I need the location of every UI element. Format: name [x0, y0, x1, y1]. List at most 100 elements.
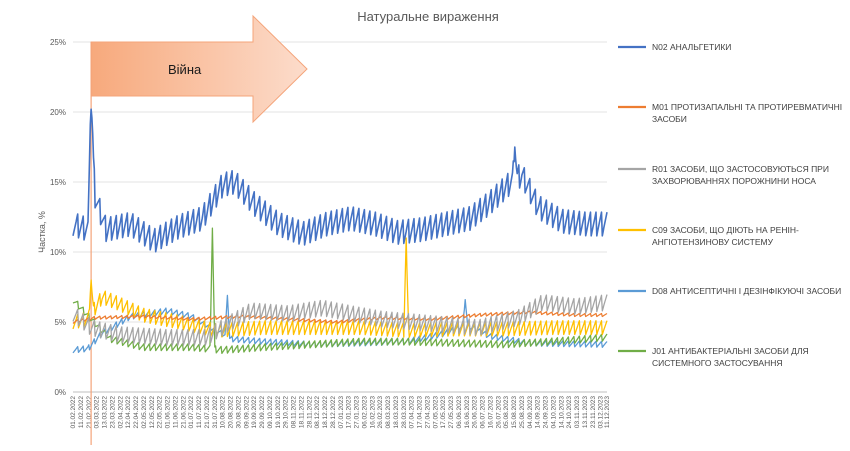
x-tick-label: 21.06.2022 [180, 396, 187, 429]
x-tick-label: 12.05.2022 [149, 396, 156, 429]
x-tick-label: 11.02.2022 [78, 396, 85, 428]
x-tick-label: 02.05.2022 [141, 396, 148, 429]
chart-title: Натуральне вираження [357, 9, 499, 24]
x-tick-label: 18.11.2022 [298, 396, 305, 428]
war-label: Війна [168, 62, 202, 77]
x-tick-label: 29.09.2022 [259, 396, 266, 429]
series-line-5 [72, 227, 608, 355]
x-tick-label: 16.07.2023 [487, 396, 494, 429]
x-tick-label: 26.02.2023 [377, 396, 384, 429]
x-tick-label: 01.02.2022 [70, 396, 77, 429]
x-tick-label: 25.08.2023 [519, 396, 526, 429]
legend-item: J01 АНТИБАКТЕРІАЛЬНІ ЗАСОБИ ДЛЯ СИСТЕМНОГ… [618, 346, 809, 368]
legend-item: R01 ЗАСОБИ, ЩО ЗАСТОСОВУЮТЬСЯ ПРИ ЗАХВОРЮ… [618, 164, 829, 186]
x-tick-label: 21.02.2022 [86, 396, 93, 429]
x-axis: 01.02.2022 11.02.2022 21.02.2022 03.03.2022… [70, 396, 611, 429]
war-arrow [90, 14, 308, 124]
legend: N02 АНАЛЬГЕТИКИ M01 ПРОТИЗАПАЛЬНІ ТА ПРОТ… [618, 42, 842, 368]
x-tick-label: 03.11.2023 [574, 396, 581, 428]
legend-item: N02 АНАЛЬГЕТИКИ [618, 42, 731, 52]
x-tick-label: 23.03.2022 [109, 396, 116, 429]
x-tick-label: 09.10.2022 [267, 396, 274, 429]
series-lines [72, 108, 608, 355]
x-tick-label: 28.11.2022 [306, 396, 313, 428]
x-tick-label: 06.06.2023 [456, 396, 463, 429]
legend-item: C09 ЗАСОБИ, ЩО ДІЮТЬ НА РЕНІН-АНГІОТЕНЗИ… [618, 225, 799, 247]
legend-label: N02 АНАЛЬГЕТИКИ [652, 42, 731, 52]
x-tick-label: 16.02.2023 [369, 396, 376, 429]
x-tick-label: 18.12.2022 [322, 396, 329, 429]
legend-item: M01 ПРОТИЗАПАЛЬНІ ТА ПРОТИРЕВМАТИЧНІ ЗАСО… [618, 102, 842, 124]
x-tick-label: 30.08.2022 [235, 396, 242, 429]
legend-label: C09 ЗАСОБИ, ЩО ДІЮТЬ НА РЕНІН-АНГІОТЕНЗИ… [652, 225, 799, 247]
x-tick-label: 29.10.2022 [283, 396, 290, 429]
x-tick-label: 17.01.2023 [346, 396, 353, 429]
x-tick-label: 14.10.2023 [558, 396, 565, 429]
x-tick-label: 08.11.2022 [291, 396, 298, 428]
y-tick-label: 10% [50, 248, 66, 257]
legend-label: J01 АНТИБАКТЕРІАЛЬНІ ЗАСОБИ ДЛЯ СИСТЕМНОГ… [652, 346, 809, 368]
x-tick-label: 03.03.2022 [94, 396, 101, 429]
x-tick-label: 21.07.2022 [204, 396, 211, 429]
legend-item: D08 АНТИСЕПТИЧНІ І ДЕЗІНФІКУЮЧІ ЗАСОБИ [618, 286, 841, 296]
x-tick-label: 04.09.2023 [527, 396, 534, 429]
x-tick-label: 27.05.2023 [448, 396, 455, 429]
x-tick-label: 01.06.2022 [165, 396, 172, 429]
series-line-2 [72, 294, 608, 346]
x-tick-label: 28.03.2023 [401, 396, 408, 429]
y-axis-label: Частка, % [37, 211, 47, 253]
x-tick-label: 26.06.2023 [472, 396, 479, 429]
x-tick-label: 28.12.2022 [330, 396, 337, 429]
x-tick-label: 18.03.2023 [393, 396, 400, 429]
x-tick-label: 16.06.2023 [464, 396, 471, 429]
x-tick-label: 14.09.2023 [535, 396, 542, 429]
x-tick-label: 07.04.2023 [409, 396, 416, 429]
x-tick-label: 15.08.2023 [511, 396, 518, 429]
x-tick-label: 10.08.2022 [220, 396, 227, 429]
x-tick-label: 31.07.2022 [212, 396, 219, 429]
y-tick-label: 15% [50, 178, 66, 187]
x-tick-label: 19.09.2022 [251, 396, 258, 429]
x-tick-label: 11.06.2022 [172, 396, 179, 428]
y-tick-label: 25% [50, 38, 66, 47]
x-tick-label: 26.07.2023 [495, 396, 502, 429]
x-tick-label: 11.12.2023 [604, 396, 611, 428]
x-tick-label: 24.09.2023 [543, 396, 550, 429]
x-tick-label: 13.03.2022 [102, 396, 109, 429]
x-tick-label: 27.04.2023 [424, 396, 431, 429]
x-tick-label: 09.09.2022 [243, 396, 250, 429]
x-tick-label: 08.03.2023 [385, 396, 392, 429]
x-tick-label: 02.04.2022 [117, 396, 124, 429]
x-tick-label: 19.10.2022 [275, 396, 282, 429]
x-tick-label: 04.10.2023 [550, 396, 557, 429]
x-tick-label: 06.07.2023 [480, 396, 487, 429]
x-tick-label: 12.04.2022 [125, 396, 132, 429]
y-tick-label: 5% [54, 318, 66, 327]
x-tick-label: 17.05.2023 [440, 396, 447, 429]
y-tick-label: 20% [50, 108, 66, 117]
x-tick-label: 11.07.2022 [196, 396, 203, 428]
x-tick-label: 17.04.2023 [417, 396, 424, 429]
series-line-0 [72, 108, 608, 253]
x-tick-label: 07.01.2023 [338, 396, 345, 429]
legend-label: R01 ЗАСОБИ, ЩО ЗАСТОСОВУЮТЬСЯ ПРИ ЗАХВОРЮ… [652, 164, 829, 186]
x-tick-label: 03.12.2023 [598, 396, 605, 429]
x-tick-label: 20.08.2022 [228, 396, 235, 429]
legend-label: D08 АНТИСЕПТИЧНІ І ДЕЗІНФІКУЮЧІ ЗАСОБИ [652, 286, 841, 296]
x-tick-label: 22.04.2022 [133, 396, 140, 429]
x-tick-label: 08.12.2022 [314, 396, 321, 429]
y-axis: 0% 5% 10% 15% 20% 25% [50, 38, 66, 397]
x-tick-label: 23.11.2023 [590, 396, 597, 428]
series-line-3 [72, 237, 608, 338]
x-tick-label: 06.02.2023 [361, 396, 368, 429]
x-tick-label: 01.07.2022 [188, 396, 195, 429]
x-tick-label: 22.05.2022 [157, 396, 164, 429]
x-tick-label: 13.11.2023 [582, 396, 589, 428]
x-tick-label: 05.08.2023 [503, 396, 510, 429]
x-tick-label: 07.05.2023 [432, 396, 439, 429]
x-tick-label: 24.10.2023 [566, 396, 573, 429]
legend-label: M01 ПРОТИЗАПАЛЬНІ ТА ПРОТИРЕВМАТИЧНІ ЗАСО… [652, 102, 842, 124]
x-tick-label: 27.01.2023 [354, 396, 361, 429]
y-tick-label: 0% [54, 388, 66, 397]
